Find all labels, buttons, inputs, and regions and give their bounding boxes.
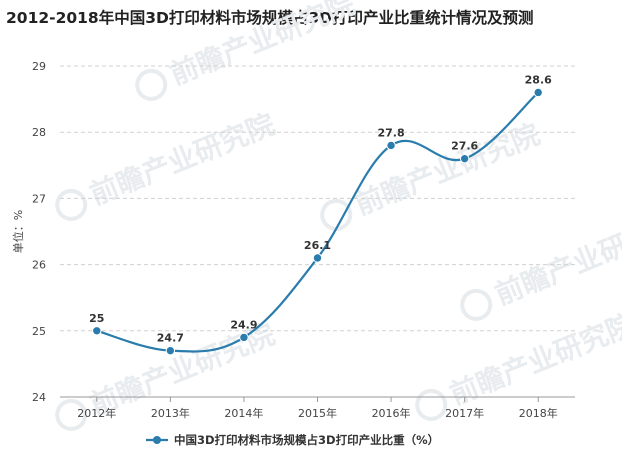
- data-point: [165, 345, 176, 356]
- axes: 24 25 26 27 28 29 单位：% 2012年 2013年 2014年 2015年 2016…: [11, 60, 558, 420]
- y-tick-label: 29: [32, 60, 46, 73]
- data-label: 24.9: [230, 318, 257, 331]
- x-tick-label: 2013年: [151, 406, 190, 420]
- watermark: 前瞻产业研究院: [55, 107, 279, 221]
- watermark-logo-icon: [135, 68, 168, 101]
- legend: 中国3D打印材料市场规模占3D打印产业比重（%）: [146, 433, 439, 447]
- data-point: [92, 326, 102, 336]
- watermark-text: 前瞻产业研究院: [165, 0, 359, 91]
- data-point: [312, 253, 323, 263]
- watermark: 前瞻产业研究院: [460, 207, 622, 321]
- data-point: [386, 140, 396, 151]
- y-axis-label: 单位：%: [11, 210, 25, 253]
- data-point: [459, 153, 470, 164]
- chart-title: 2012-2018年中国3D打印材料市场规模占3D打印产业比重统计情况及预测: [6, 9, 534, 27]
- y-tick-label: 26: [32, 259, 46, 272]
- y-tick-label: 27: [32, 192, 46, 205]
- data-label: 25: [89, 312, 104, 325]
- watermark: 前瞻产业研究院: [320, 117, 544, 231]
- watermark-logo-icon: [55, 188, 88, 221]
- data-label: 28.6: [525, 73, 552, 86]
- grid-lines: [60, 65, 575, 398]
- watermark-text: 前瞻产业研究院: [490, 207, 622, 311]
- x-tick-label: 2017年: [445, 406, 484, 420]
- data-label: 26.1: [304, 239, 331, 252]
- watermark-logo-icon: [460, 288, 493, 321]
- x-tick-label: 2012年: [77, 406, 116, 420]
- x-tick-label: 2018年: [519, 406, 558, 420]
- x-tick-label: 2016年: [372, 406, 411, 420]
- x-tick-label: 2014年: [224, 406, 263, 420]
- watermark: 前瞻产业研究院: [135, 0, 359, 101]
- watermark-text: 前瞻产业研究院: [85, 107, 279, 211]
- data-label: 27.8: [378, 126, 405, 139]
- series-line: [96, 91, 539, 353]
- legend-marker-icon: [153, 436, 161, 444]
- y-tick-label: 24: [32, 391, 46, 404]
- watermark-logo-icon: [55, 398, 88, 431]
- watermark-logo-icon: [320, 198, 353, 231]
- watermark: 前瞻产业研究院: [415, 307, 622, 421]
- y-tick-label: 28: [32, 126, 46, 139]
- data-label: 27.6: [451, 140, 478, 153]
- watermark-text: 前瞻产业研究院: [445, 307, 622, 411]
- x-tick-label: 2015年: [298, 406, 337, 420]
- data-label: 24.7: [157, 332, 184, 345]
- data-point: [533, 87, 543, 98]
- series: [92, 87, 543, 356]
- data-point: [239, 332, 249, 343]
- data-labels: 25 24.7 24.9 26.1 27.8 27.6 28.6: [89, 73, 552, 344]
- legend-label: 中国3D打印材料市场规模占3D打印产业比重（%）: [174, 433, 439, 447]
- watermark-logo-icon: [415, 388, 448, 421]
- y-tick-label: 25: [32, 325, 46, 338]
